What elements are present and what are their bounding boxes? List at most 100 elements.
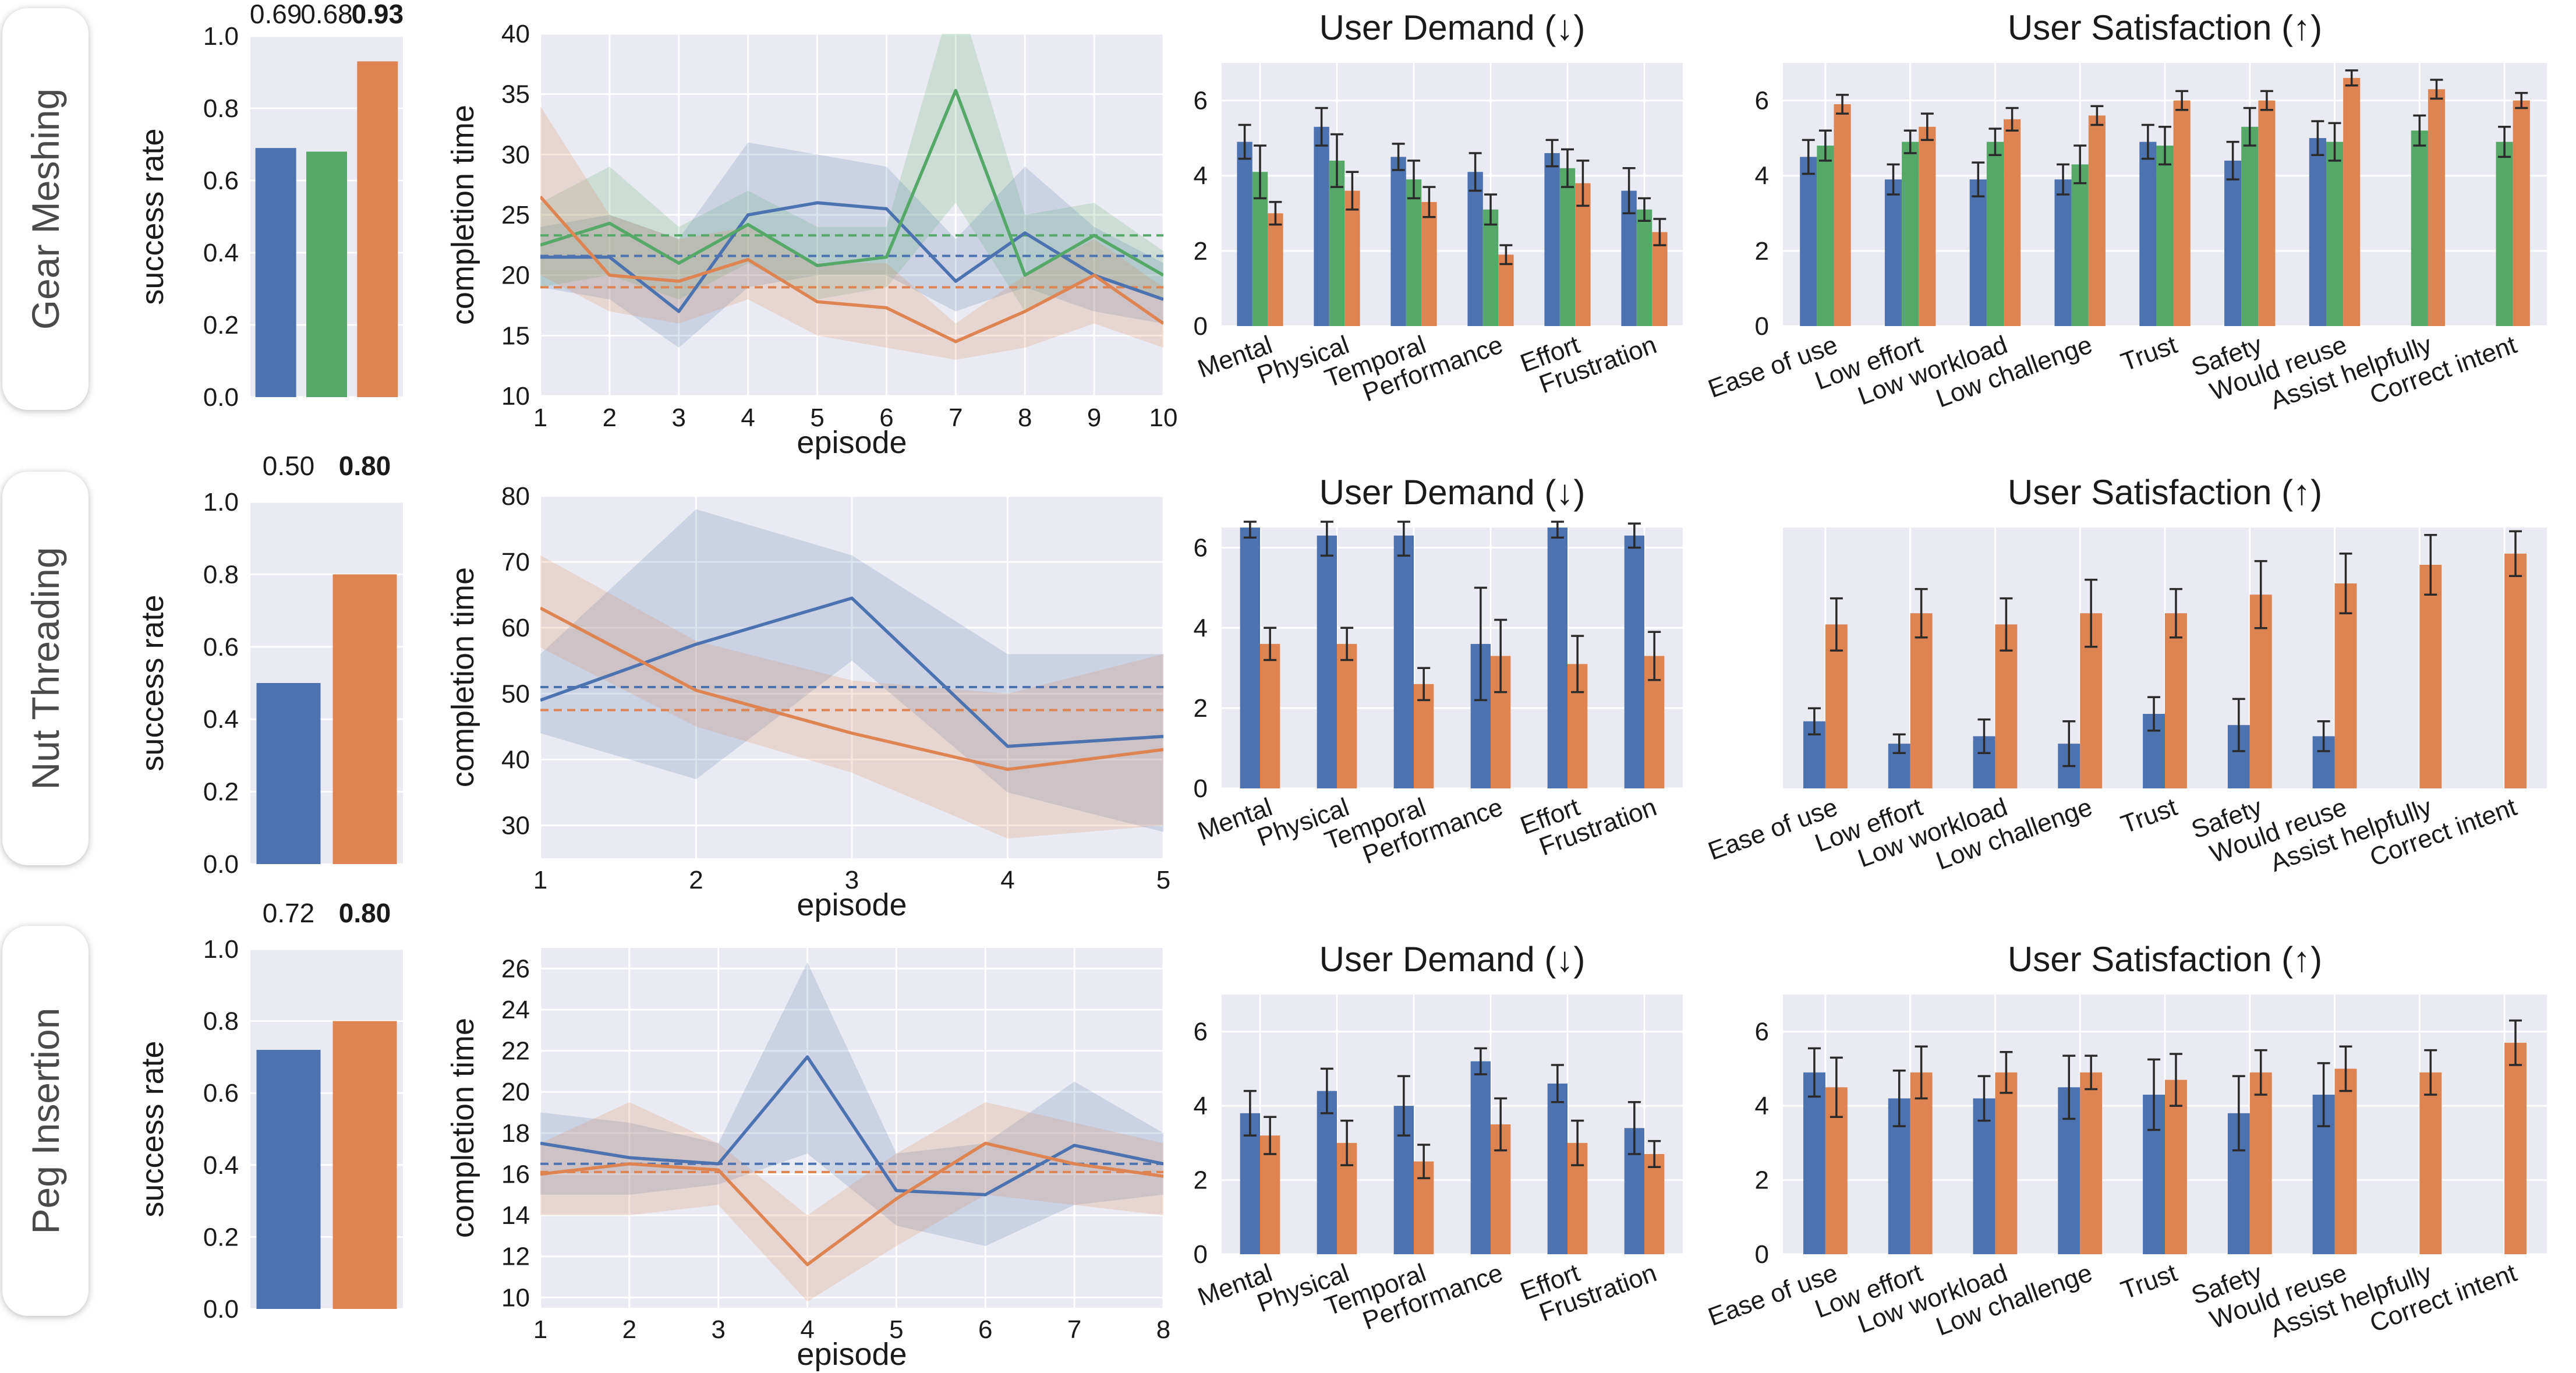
success-bar — [357, 61, 398, 397]
bar — [2513, 100, 2530, 327]
bar — [1344, 190, 1360, 326]
y-tick-label: 30 — [501, 811, 530, 840]
success-bar — [255, 148, 296, 397]
bar — [1825, 624, 1848, 788]
bar — [2309, 138, 2326, 326]
y-tick-label: 14 — [501, 1201, 530, 1230]
bar — [1240, 1113, 1260, 1254]
y-tick-label: 0.4 — [203, 705, 239, 734]
bar — [1624, 535, 1644, 788]
y-tick-label: 4 — [1755, 162, 1769, 190]
bar — [1817, 146, 1834, 327]
y-tick-label: 60 — [501, 614, 530, 642]
y-axis-label: success rate — [135, 595, 170, 771]
y-tick-label: 4 — [1194, 614, 1208, 642]
success-value-label: 0.69 — [250, 0, 302, 29]
y-tick-label: 12 — [501, 1243, 530, 1271]
bar — [1544, 153, 1560, 326]
success-value-label: 0.80 — [339, 451, 391, 481]
y-tick-label: 0.0 — [203, 850, 239, 879]
plot-area — [1222, 528, 1683, 788]
bar — [1260, 643, 1280, 788]
success-value-label: 0.50 — [263, 451, 315, 481]
y-tick-label: 22 — [501, 1037, 530, 1066]
bar — [1910, 1072, 1933, 1254]
bar — [2054, 179, 2072, 326]
bar — [1329, 160, 1345, 326]
bar — [2411, 130, 2428, 326]
x-axis-label: episode — [797, 425, 907, 460]
y-tick-label: 40 — [501, 745, 530, 774]
series-group — [540, 509, 1163, 839]
bar — [2241, 126, 2259, 326]
y-tick-label: 25 — [501, 201, 530, 229]
success-value-label: 0.72 — [263, 898, 315, 928]
bar — [1547, 528, 1567, 788]
success-bar — [256, 683, 321, 864]
y-tick-label: 50 — [501, 680, 530, 708]
bar — [2258, 100, 2276, 327]
chart-title: User Demand (↓) — [1319, 8, 1586, 47]
plot-area — [1222, 995, 1683, 1254]
y-tick-label: 0 — [1194, 312, 1208, 341]
bar — [1414, 684, 1434, 788]
x-tick-label: 3 — [845, 866, 859, 894]
bar — [1884, 179, 1902, 326]
category-label: Trust — [2117, 1258, 2181, 1305]
y-tick-label: 2 — [1194, 1166, 1208, 1195]
category-label: Trust — [2117, 792, 2181, 839]
y-tick-label: 0 — [1755, 1240, 1769, 1269]
bar — [2071, 164, 2089, 326]
y-axis-label: completion time — [445, 567, 480, 787]
bar — [1421, 201, 1437, 326]
bar — [1467, 172, 1483, 326]
confidence-band — [540, 962, 1163, 1247]
chart-title: User Satisfaction (↑) — [2008, 940, 2322, 979]
bar — [2156, 146, 2174, 327]
confidence-band — [540, 555, 1163, 839]
bar — [1995, 1072, 2018, 1254]
series-line — [540, 1055, 1163, 1197]
y-tick-label: 0.6 — [203, 167, 239, 195]
bar — [2504, 1042, 2527, 1254]
y-tick-label: 2 — [1194, 694, 1208, 723]
confidence-band — [540, 34, 1163, 312]
y-tick-label: 0.6 — [203, 633, 239, 661]
bar — [2165, 613, 2187, 788]
bar — [1834, 104, 1851, 326]
bar — [2428, 89, 2446, 326]
bar — [2504, 553, 2527, 788]
x-tick-label: 4 — [1000, 866, 1014, 894]
x-tick-label: 4 — [741, 404, 755, 432]
y-tick-label: 24 — [501, 996, 530, 1024]
y-tick-label: 16 — [501, 1160, 530, 1188]
bar — [1314, 126, 1329, 326]
series-line — [540, 89, 1163, 277]
bar — [1393, 535, 1414, 788]
bar — [1498, 254, 1514, 326]
x-tick-label: 7 — [1067, 1315, 1081, 1344]
y-tick-label: 0.2 — [203, 1223, 239, 1251]
x-tick-label: 10 — [1149, 404, 1178, 432]
category-label: Trust — [2117, 330, 2181, 377]
x-tick-label: 2 — [689, 866, 703, 894]
y-tick-label: 0.2 — [203, 778, 239, 806]
bar — [1390, 157, 1406, 326]
series-line — [540, 196, 1163, 344]
y-axis-label: success rate — [135, 1041, 170, 1217]
y-tick-label: 0 — [1755, 312, 1769, 341]
y-tick-label: 6 — [1755, 1018, 1769, 1046]
y-tick-label: 35 — [501, 80, 530, 109]
confidence-band — [540, 509, 1163, 832]
x-tick-label: 4 — [800, 1315, 814, 1344]
y-tick-label: 26 — [501, 954, 530, 983]
bar — [1317, 535, 1337, 788]
bar — [1969, 179, 1987, 326]
bar — [1470, 1061, 1491, 1254]
success-bar — [332, 1021, 397, 1309]
y-tick-label: 2 — [1755, 1166, 1769, 1195]
series-line — [540, 1141, 1163, 1266]
x-tick-label: 3 — [711, 1315, 725, 1344]
bar — [1652, 232, 1668, 326]
bar — [2165, 1080, 2187, 1254]
